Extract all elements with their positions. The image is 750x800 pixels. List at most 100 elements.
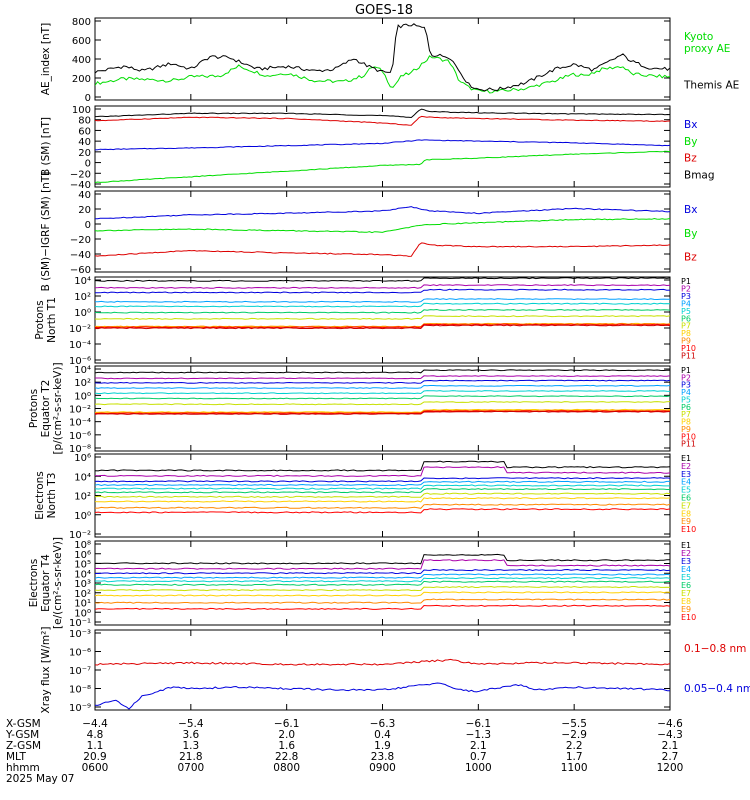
y-tick-label: 10⁵: [74, 560, 91, 571]
plot-area: [95, 206, 670, 257]
y-axis-label-line: B (SM) [nT]: [40, 117, 52, 176]
y-tick-label: 10²: [74, 492, 91, 503]
row-value: 3.6: [182, 729, 199, 741]
channel-label: P2: [681, 284, 691, 293]
channel-line: [95, 284, 670, 289]
channel-label: P3: [681, 292, 691, 301]
row-value: 1.3: [182, 740, 199, 752]
series-line: [95, 115, 670, 126]
y-axis-label-line: North T1: [46, 297, 58, 343]
panel-protons_t2: 10⁴ 10² 10⁰ 10⁻² 10⁻⁴ 10⁻⁶ 10⁻⁸ Protons Equator …: [28, 362, 696, 455]
plot-area: [95, 277, 670, 330]
channel-line: [95, 466, 670, 477]
series-line: [95, 217, 670, 234]
channel-line: [95, 277, 670, 282]
row-value: 1100: [561, 762, 588, 774]
row-label: Z-GSM: [6, 740, 41, 752]
y-axis-label-line: North T3: [46, 473, 58, 519]
channel-label: E10: [681, 525, 696, 534]
channel-line: [95, 477, 670, 483]
plot-date: 2025 May 07: [6, 773, 74, 785]
row-label: MLT: [6, 751, 26, 763]
legend-entry: 0.1−0.8 nm: [684, 643, 746, 655]
y-tick-label: 10⁰: [74, 608, 91, 619]
channel-label: E3: [681, 557, 691, 566]
series-line: [95, 139, 670, 151]
y-tick-label: 10⁰: [74, 511, 91, 522]
y-tick-label: 10⁻⁶: [69, 648, 91, 659]
row-value: 0700: [177, 762, 204, 774]
channel-line: [95, 308, 670, 314]
channel-label: E6: [681, 581, 691, 590]
channel-line: [95, 384, 670, 389]
y-axis-label-line: B (SM)−IGRF (SM) [nT]: [40, 172, 52, 292]
row-value: 1.6: [278, 740, 295, 752]
row-value: 2.1: [662, 740, 679, 752]
series-line: [95, 242, 670, 257]
y-tick-label: 10¹: [74, 599, 91, 610]
y-tick-label: 40: [78, 190, 91, 201]
channel-label: E9: [681, 605, 691, 614]
channel-line: [95, 480, 670, 487]
series-line: [95, 108, 670, 119]
y-axis-label-line: [p/(cm²-s-sr-keV)]: [52, 362, 64, 454]
channel-label: P5: [681, 395, 691, 404]
legend-entry: Bmag: [684, 169, 715, 181]
channel-line: [95, 488, 670, 494]
legend-entry: Bx: [684, 119, 697, 131]
channel-label: P11: [681, 352, 696, 361]
plot-area: [95, 658, 670, 710]
plot-title: GOES-18: [355, 3, 413, 18]
y-axis-label-line: Protons: [34, 300, 46, 339]
channel-line: [95, 298, 670, 303]
row-value: −4.6: [657, 718, 683, 730]
channel-line: [95, 585, 670, 592]
y-tick-label: 10²: [74, 589, 91, 600]
channel-line: [95, 591, 670, 597]
channel-label: E5: [681, 486, 691, 495]
y-axis-label: B (SM) [nT]: [40, 117, 52, 176]
channel-label: P9: [681, 425, 691, 434]
y-tick-label: 60: [78, 126, 91, 137]
channel-label: P8: [681, 329, 691, 338]
channel-label: P10: [681, 432, 696, 441]
y-tick-label: 10⁻⁹: [69, 703, 91, 714]
channel-line: [95, 460, 670, 472]
channel-label: E6: [681, 494, 691, 503]
y-axis-label-line: Electrons: [28, 559, 40, 608]
channel-label: E10: [681, 613, 696, 622]
channel-line: [95, 323, 670, 329]
channel-line: [95, 577, 670, 583]
y-axis-label: Electrons Equator T4 [e/(cm²-s-sr-keV)]: [28, 537, 64, 629]
channel-label: E2: [681, 549, 691, 558]
y-axis-label: Protons Equator T2 [p/(cm²-s-sr-keV)]: [28, 362, 64, 454]
y-axis-label-line: Equator T4: [40, 554, 52, 612]
channel-label: E8: [681, 509, 691, 518]
channel-label: P10: [681, 344, 696, 353]
row-value: −6.1: [466, 718, 492, 730]
y-tick-label: −40: [70, 250, 91, 261]
y-tick-label: 10⁸: [74, 540, 91, 551]
plot-area: [95, 460, 670, 514]
legend-entry: By: [684, 228, 697, 240]
y-tick-label: 10⁻⁸: [69, 444, 91, 455]
row-value: 22.8: [275, 751, 298, 763]
channel-label: P5: [681, 307, 691, 316]
channel-line: [95, 553, 670, 565]
row-value: −4.4: [82, 718, 108, 730]
y-tick-label: 80: [78, 116, 91, 127]
channel-label: E1: [681, 454, 691, 463]
channel-line: [95, 484, 670, 490]
y-tick-label: 10⁴: [74, 365, 91, 376]
channel-label: E2: [681, 462, 691, 471]
legend-entry: proxy AE: [684, 43, 730, 55]
y-axis-label: AE_index [nT]: [40, 23, 52, 95]
channel-label: E5: [681, 573, 691, 582]
channel-label: E9: [681, 517, 691, 526]
y-tick-label: 10⁻⁶: [69, 356, 91, 367]
channel-label: E7: [681, 501, 691, 510]
